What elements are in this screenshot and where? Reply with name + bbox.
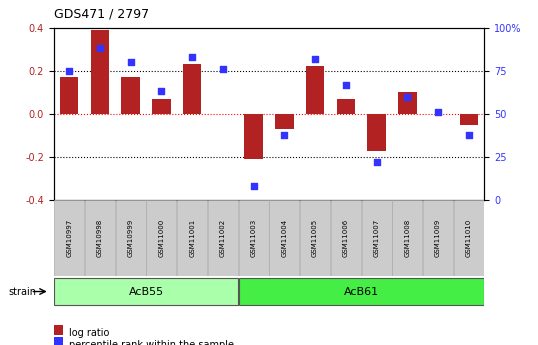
Bar <box>392 200 422 276</box>
Bar <box>398 92 416 114</box>
Bar <box>85 200 115 276</box>
Text: GSM11002: GSM11002 <box>220 219 226 257</box>
Bar <box>244 114 263 159</box>
Bar <box>331 200 361 276</box>
Bar <box>270 200 300 276</box>
Text: AcB55: AcB55 <box>129 287 164 296</box>
Bar <box>146 200 176 276</box>
Text: GSM11007: GSM11007 <box>373 219 380 257</box>
Text: strain: strain <box>8 287 36 296</box>
Point <box>126 59 135 65</box>
Bar <box>208 200 238 276</box>
Text: GSM11004: GSM11004 <box>281 219 287 257</box>
Bar <box>183 64 201 114</box>
Bar <box>152 99 171 114</box>
Text: GSM11006: GSM11006 <box>343 219 349 257</box>
Text: GDS471 / 2797: GDS471 / 2797 <box>54 8 149 21</box>
Bar <box>423 200 453 276</box>
Bar <box>459 114 478 125</box>
Bar <box>367 114 386 150</box>
Text: GSM11003: GSM11003 <box>251 219 257 257</box>
Text: GSM10998: GSM10998 <box>97 219 103 257</box>
Text: GSM10999: GSM10999 <box>128 219 133 257</box>
Point <box>280 132 289 137</box>
Text: GSM11010: GSM11010 <box>466 219 472 257</box>
Bar <box>306 66 324 114</box>
Bar <box>337 99 355 114</box>
Point <box>464 132 473 137</box>
Bar <box>122 77 140 114</box>
Point <box>403 94 412 99</box>
Text: GSM11009: GSM11009 <box>435 219 441 257</box>
Bar <box>300 200 330 276</box>
Text: percentile rank within the sample: percentile rank within the sample <box>69 340 234 345</box>
Bar <box>54 277 238 306</box>
Point <box>96 46 104 51</box>
Point <box>342 82 350 87</box>
Bar <box>238 277 484 306</box>
Bar <box>454 200 484 276</box>
Bar <box>54 200 84 276</box>
Point <box>188 54 196 60</box>
Text: GSM11008: GSM11008 <box>405 219 410 257</box>
Point <box>249 184 258 189</box>
Bar <box>362 200 392 276</box>
Text: GSM11005: GSM11005 <box>312 219 318 257</box>
Bar <box>177 200 207 276</box>
Point <box>434 109 442 115</box>
Point <box>218 66 227 72</box>
Bar <box>91 30 109 114</box>
Bar <box>238 200 268 276</box>
Point <box>311 56 320 61</box>
Bar <box>60 77 79 114</box>
Text: GSM11001: GSM11001 <box>189 219 195 257</box>
Point <box>65 68 74 73</box>
Text: log ratio: log ratio <box>69 328 109 338</box>
Point <box>372 159 381 165</box>
Bar <box>116 200 146 276</box>
Text: GSM11000: GSM11000 <box>158 219 165 257</box>
Text: AcB61: AcB61 <box>344 287 379 296</box>
Bar <box>275 114 294 129</box>
Point <box>157 89 166 94</box>
Text: GSM10997: GSM10997 <box>66 219 72 257</box>
